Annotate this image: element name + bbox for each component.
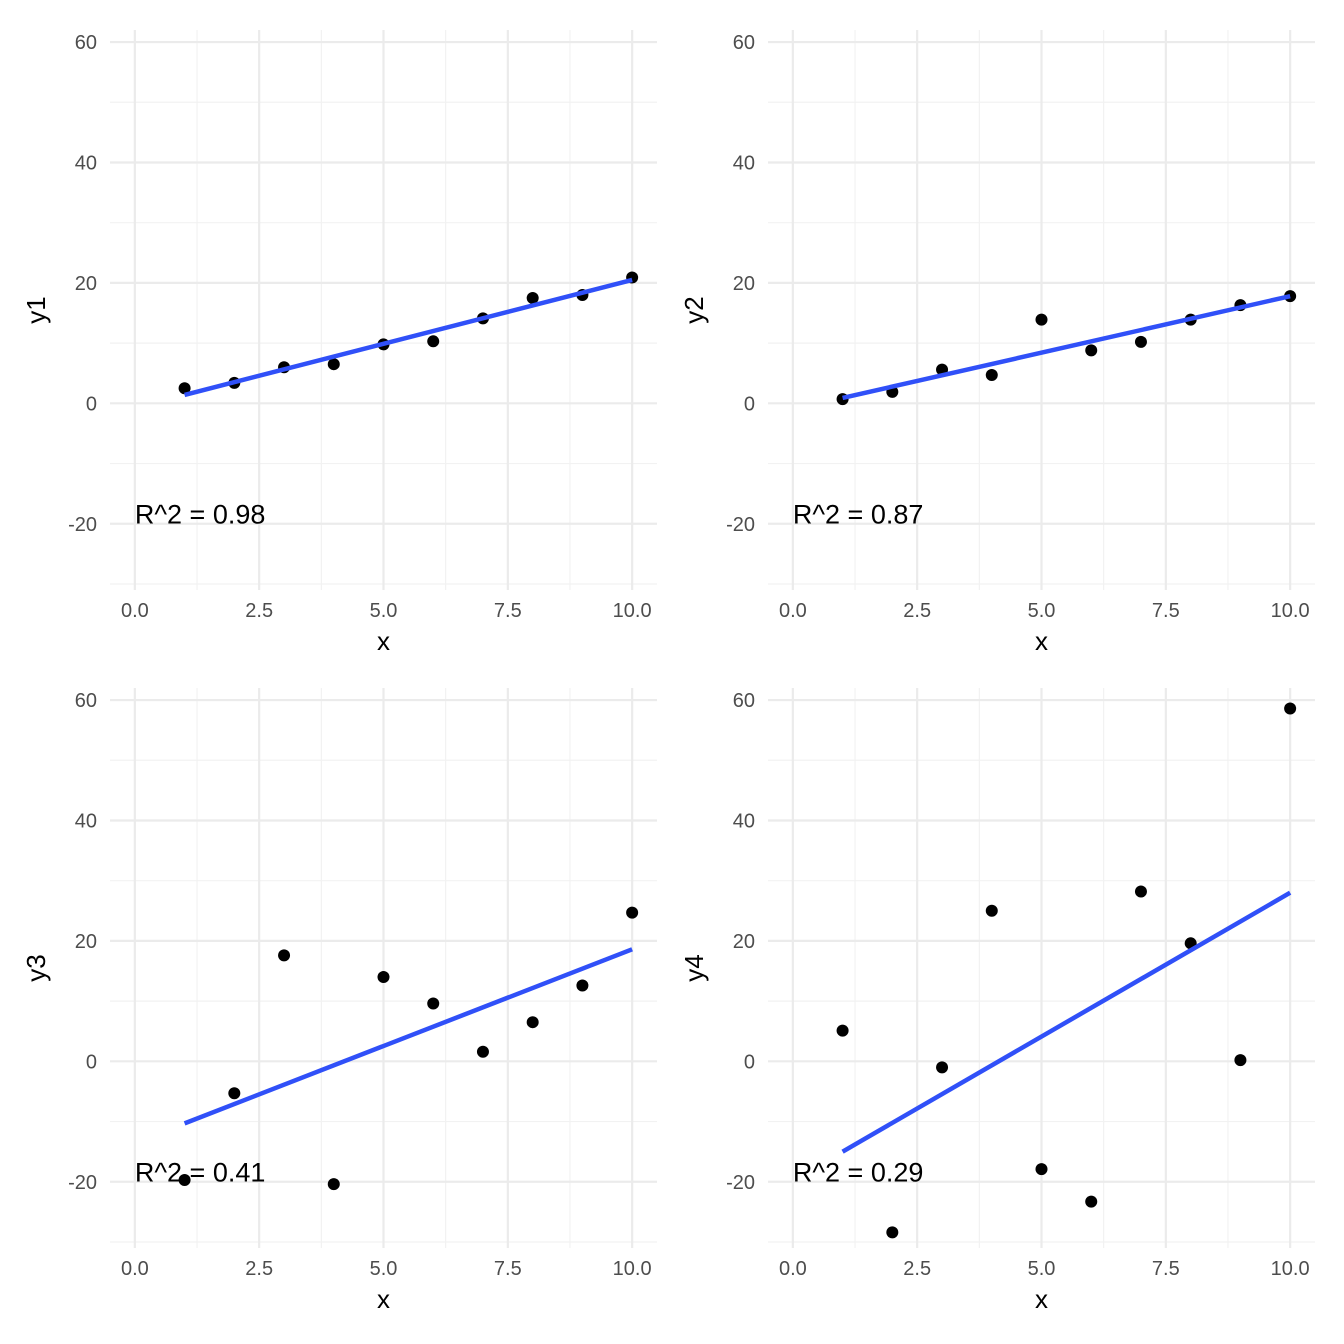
data-point [526, 1016, 539, 1029]
data-point [1134, 335, 1147, 348]
y-tick-label: 60 [75, 32, 97, 54]
x-tick-label: 5.0 [1028, 1258, 1056, 1280]
x-tick-label: 7.5 [494, 600, 522, 622]
y-axis-title: y3 [21, 954, 51, 981]
data-point [1134, 885, 1147, 898]
x-tick-label: 2.5 [245, 1258, 273, 1280]
y-tick-label: 0 [744, 1051, 755, 1073]
x-tick-label: 7.5 [1152, 1258, 1180, 1280]
x-axis-title: x [377, 1284, 390, 1314]
x-tick-label: 10.0 [1271, 1258, 1310, 1280]
y-tick-label: 40 [733, 152, 755, 174]
y-tick-label: 40 [75, 810, 97, 832]
data-point [886, 1226, 899, 1239]
x-axis-title: x [1035, 1284, 1048, 1314]
data-point [228, 1087, 241, 1100]
data-point [1035, 313, 1048, 326]
data-point [985, 369, 998, 382]
r-squared-annotation: R^2 = 0.98 [135, 500, 266, 530]
y-tick-label: 40 [75, 152, 97, 174]
y-tick-label: -20 [68, 514, 97, 536]
y-tick-label: 60 [733, 690, 755, 712]
panel-1: 0.0 2.5 5.0 7.5 10.0 -20 0 20 40 60 x y1 R^2 = 0.98 [21, 30, 657, 656]
y-tick-label: 60 [733, 32, 755, 54]
y-tick-label: 0 [86, 1051, 97, 1073]
data-point [626, 906, 639, 919]
x-tick-label: 5.0 [370, 1258, 398, 1280]
y-tick-label: -20 [726, 1172, 755, 1194]
panel-3: 0.0 2.5 5.0 7.5 10.0 -20 0 20 40 60 x y3 R^2 = 0.41 [21, 688, 657, 1314]
regression-line [842, 293, 1291, 401]
y-tick-label: 0 [744, 393, 755, 415]
regression-line [841, 890, 1292, 1154]
data-point [985, 904, 998, 917]
x-tick-label: 2.5 [245, 600, 273, 622]
y-tick-label: 20 [75, 273, 97, 295]
data-point [1085, 344, 1098, 357]
data-point [327, 358, 340, 371]
data-point [576, 979, 589, 992]
data-point [377, 971, 390, 984]
x-tick-label: 0.0 [779, 1258, 807, 1280]
data-point [1085, 1195, 1098, 1208]
x-tick-label: 0.0 [779, 600, 807, 622]
y-tick-label: 60 [75, 690, 97, 712]
x-axis-title: x [377, 626, 390, 656]
data-point [1035, 1163, 1048, 1176]
x-tick-label: 10.0 [1271, 600, 1310, 622]
r-squared-annotation: R^2 = 0.29 [793, 1158, 924, 1188]
y-tick-label: 20 [733, 931, 755, 953]
regression-line [184, 277, 633, 398]
data-point [278, 949, 291, 962]
x-tick-label: 10.0 [613, 1258, 652, 1280]
x-tick-label: 7.5 [494, 1258, 522, 1280]
y-tick-label: 0 [86, 393, 97, 415]
data-point [936, 1061, 949, 1074]
data-point [836, 1024, 849, 1037]
x-tick-label: 2.5 [903, 600, 931, 622]
y-axis-title: y1 [21, 296, 51, 323]
data-point [476, 1045, 489, 1058]
regression-line [183, 947, 633, 1126]
data-point [427, 997, 440, 1010]
y-tick-label: 20 [75, 931, 97, 953]
y-tick-label: 40 [733, 810, 755, 832]
y-tick-label: -20 [726, 514, 755, 536]
data-point [427, 335, 440, 348]
x-tick-label: 0.0 [121, 1258, 149, 1280]
r-squared-annotation: R^2 = 0.41 [135, 1158, 266, 1188]
x-tick-label: 5.0 [1028, 600, 1056, 622]
y-axis-title: y4 [679, 954, 709, 981]
data-point [178, 382, 191, 395]
y-axis-title: y2 [679, 296, 709, 323]
x-axis-title: x [1035, 626, 1048, 656]
data-point [526, 291, 539, 304]
x-tick-label: 7.5 [1152, 600, 1180, 622]
r-squared-annotation: R^2 = 0.87 [793, 500, 924, 530]
y-tick-label: 20 [733, 273, 755, 295]
x-tick-label: 10.0 [613, 600, 652, 622]
x-tick-label: 0.0 [121, 600, 149, 622]
x-tick-label: 2.5 [903, 1258, 931, 1280]
y-tick-label: -20 [68, 1172, 97, 1194]
data-point [178, 1173, 191, 1186]
data-point [1284, 702, 1297, 715]
data-point [1234, 1054, 1247, 1067]
panel-2: 0.0 2.5 5.0 7.5 10.0 -20 0 20 40 60 x y2 R^2 = 0.87 [679, 30, 1315, 656]
x-tick-label: 5.0 [370, 600, 398, 622]
data-point [327, 1178, 340, 1191]
panel-4: 0.0 2.5 5.0 7.5 10.0 -20 0 20 40 60 x y4 R^2 = 0.29 [679, 688, 1315, 1314]
